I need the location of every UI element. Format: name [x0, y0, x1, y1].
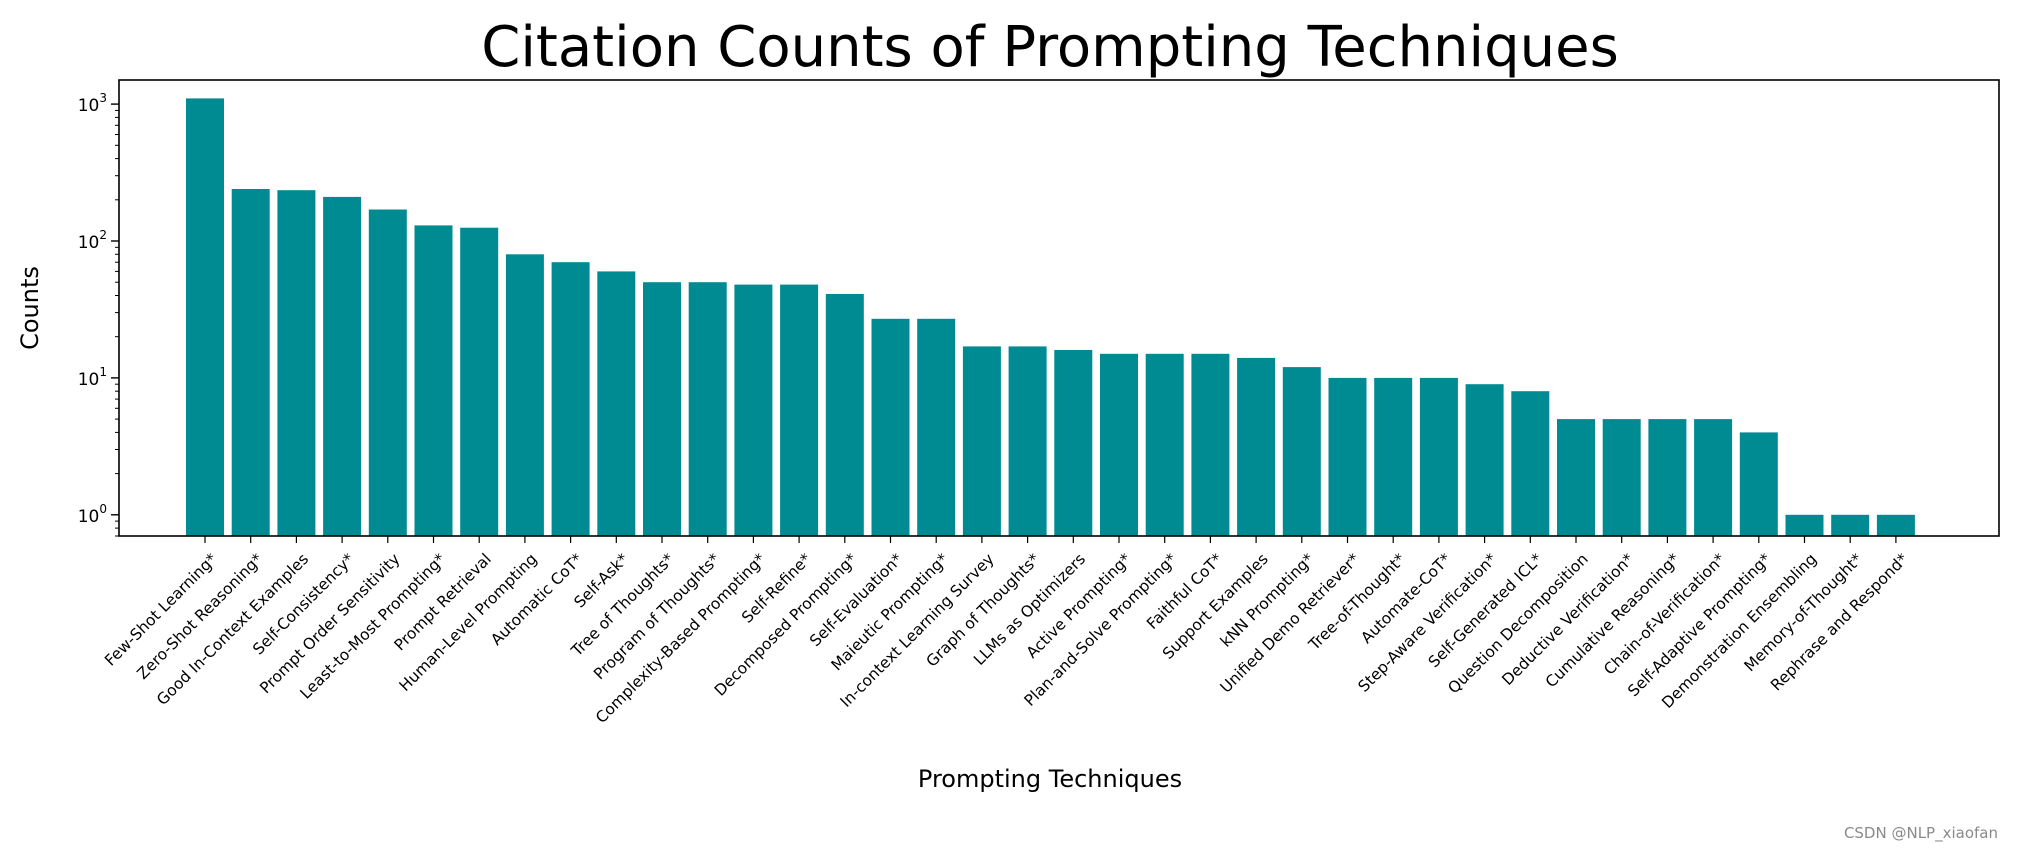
- bar: [871, 318, 910, 536]
- bar: [1282, 367, 1321, 536]
- bar: [1557, 419, 1595, 536]
- chart-title: Citation Counts of Prompting Techniques: [481, 15, 1619, 80]
- y-tick-label: 102: [78, 228, 107, 253]
- bar: [460, 227, 499, 536]
- bar: [1739, 432, 1778, 536]
- y-tick-label: 101: [78, 365, 107, 390]
- bar: [1374, 377, 1413, 536]
- bar: [323, 196, 362, 536]
- bar: [1237, 357, 1276, 536]
- bar: [1785, 514, 1824, 536]
- watermark: CSDN @NLP_xiaofan: [1843, 824, 1998, 842]
- bar: [505, 254, 544, 537]
- bar: [1054, 350, 1093, 536]
- bar: [1465, 384, 1504, 536]
- bar: [1100, 353, 1138, 536]
- bar: [734, 284, 773, 536]
- bar: [1876, 514, 1915, 536]
- bar: [1191, 353, 1230, 536]
- bar: [551, 262, 590, 536]
- bar: [643, 282, 681, 536]
- bar: [1648, 419, 1687, 536]
- bar: [231, 189, 270, 536]
- y-axis-ticks: 100 101 102 103: [78, 91, 119, 537]
- bar: [414, 225, 453, 536]
- bar: [597, 271, 636, 536]
- y-tick-label: 100: [78, 502, 107, 527]
- bar: [186, 98, 224, 537]
- y-tick-label: 103: [78, 91, 107, 116]
- bar: [1328, 377, 1367, 536]
- y-axis-label: Counts: [16, 266, 44, 350]
- bar: [1694, 419, 1733, 536]
- x-axis-label: Prompting Techniques: [918, 765, 1182, 793]
- bar: [1419, 377, 1458, 536]
- bar: [917, 318, 956, 536]
- plot-frame: [118, 79, 2000, 537]
- x-axis-ticks: Few-Shot Learning*Zero-Shot Reasoning*Go…: [101, 536, 1912, 727]
- bar: [368, 209, 407, 536]
- bar: [780, 284, 819, 536]
- bar: [1008, 346, 1047, 536]
- bars-group: [186, 98, 1915, 537]
- bar: [1602, 419, 1641, 536]
- bar: [1145, 353, 1184, 536]
- bar: [1511, 391, 1550, 536]
- bar: [277, 190, 316, 536]
- x-tick-label: Complexity-Based Prompting*: [592, 550, 769, 727]
- bar: [962, 346, 1001, 536]
- bar: [1831, 514, 1870, 536]
- bar: [825, 294, 864, 536]
- bar: [688, 282, 727, 536]
